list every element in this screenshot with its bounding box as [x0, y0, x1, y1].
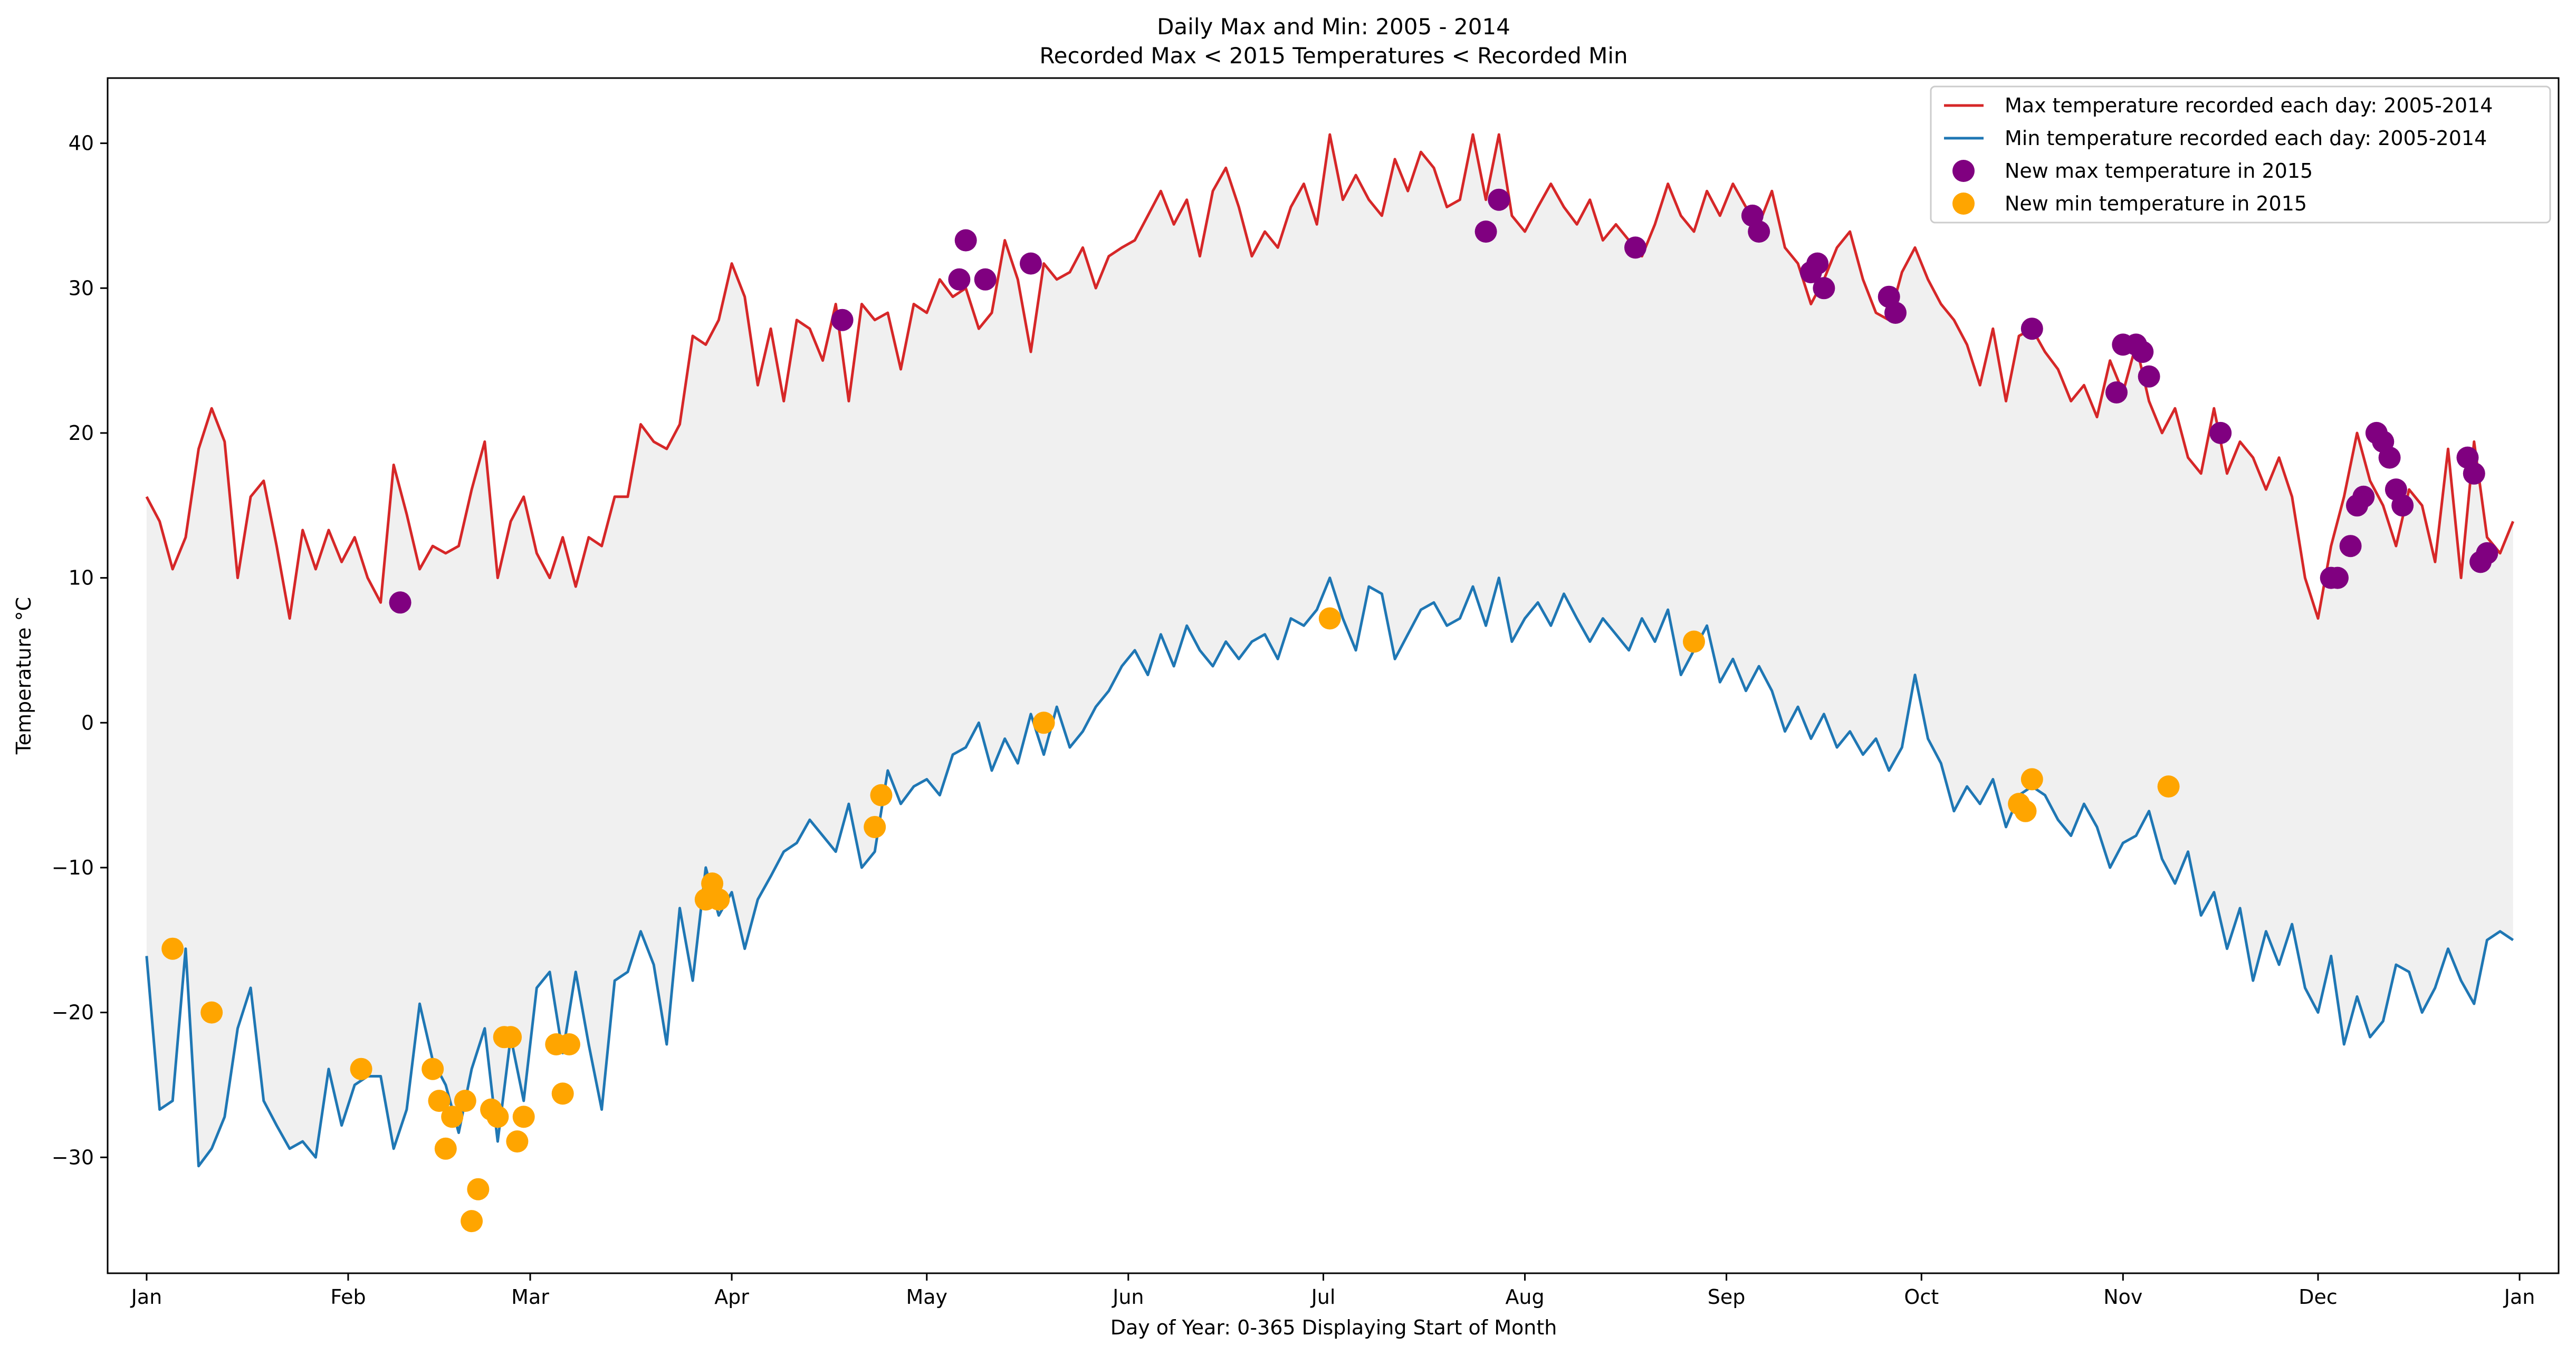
new-max-point [954, 229, 977, 252]
new-max-point [2209, 421, 2232, 444]
x-tick-label: Apr [714, 1285, 749, 1309]
x-tick-label: Feb [330, 1285, 366, 1309]
new-max-point [2020, 318, 2043, 340]
legend-label-min-line: Min temperature recorded each day: 2005-… [2005, 127, 2487, 150]
y-tick-label: 20 [69, 421, 94, 445]
x-tick-label: Dec [2299, 1285, 2338, 1309]
new-min-point [2020, 768, 2043, 791]
new-max-point [2131, 341, 2154, 363]
new-max-point [2352, 485, 2375, 508]
new-max-point [2105, 381, 2128, 403]
y-tick-label: 30 [69, 276, 94, 300]
new-max-point [2476, 542, 2498, 564]
y-axis-label: Temperature °C [12, 597, 35, 755]
x-tick-label: Mar [511, 1285, 549, 1309]
new-min-point [161, 937, 184, 960]
new-min-point [428, 1090, 451, 1112]
new-min-point [558, 1033, 580, 1055]
new-max-point [1624, 236, 1646, 259]
new-min-point [864, 816, 886, 838]
x-tick-label: Nov [2103, 1285, 2142, 1309]
chart-subtitle: Recorded Max < 2015 Temperatures < Recor… [1039, 43, 1627, 69]
legend-label-new-min: New min temperature in 2015 [2005, 192, 2307, 215]
y-tick-label: −20 [52, 1001, 94, 1024]
legend-swatch-new-min [1952, 193, 1975, 215]
y-tick-label: 0 [81, 711, 94, 734]
axes-frame [107, 77, 2560, 1274]
range-fill [146, 134, 2513, 1166]
new-max-point [1884, 302, 1907, 324]
legend-box [1930, 85, 2551, 224]
legend-swatch-new-max [1952, 160, 1975, 182]
x-tick-label: Jan [130, 1285, 162, 1309]
new-min-point [512, 1106, 535, 1128]
x-tick-label: Jan [2503, 1285, 2535, 1309]
x-tick-label: Oct [1904, 1285, 1939, 1309]
new-max-point [974, 268, 997, 291]
x-axis-label: Day of Year: 0-365 Displaying Start of M… [1110, 1316, 1557, 1339]
new-min-point [870, 784, 893, 806]
new-max-point [1020, 252, 1042, 275]
new-min-point [454, 1090, 476, 1112]
y-axis: −30 −20 −10 0 10 20 30 40 [52, 132, 108, 1169]
new-max-point [1474, 220, 1497, 243]
new-min-point [486, 1106, 509, 1128]
legend-label-max-line: Max temperature recorded each day: 2005-… [2005, 94, 2493, 117]
new-min-point [434, 1137, 457, 1160]
new-max-point [2138, 365, 2160, 388]
y-tick-label: −10 [52, 856, 94, 879]
new-max-point [2463, 462, 2485, 485]
new-min-point [1683, 630, 1705, 653]
new-max-point [2326, 566, 2349, 589]
new-min-point [350, 1058, 372, 1080]
legend: Max temperature recorded each day: 2005-… [1930, 85, 2551, 224]
y-tick-label: −30 [52, 1146, 94, 1169]
new-min-point [441, 1106, 464, 1128]
new-min-point [506, 1130, 529, 1153]
plot-area [145, 133, 2515, 1233]
new-max-point [389, 591, 411, 614]
new-min-point [500, 1026, 522, 1049]
chart-title: Daily Max and Min: 2005 - 2014 [1157, 14, 1510, 40]
new-max-point [1488, 188, 1510, 211]
x-tick-label: Jul [1310, 1285, 1336, 1309]
x-tick-label: Aug [1505, 1285, 1544, 1309]
legend-label-new-max: New max temperature in 2015 [2005, 159, 2313, 182]
new-max-point [2339, 535, 2362, 558]
new-min-point [551, 1082, 574, 1105]
new-min-point [2157, 775, 2180, 798]
new-min-point [200, 1001, 223, 1024]
new-max-point [1806, 252, 1829, 275]
y-tick-label: 10 [69, 566, 94, 590]
x-axis: Jan Feb Mar Apr May Jun Jul Aug Sep Oct Nov Dec Jan [130, 1273, 2535, 1309]
new-max-point [1813, 277, 1835, 300]
new-min-point [707, 888, 730, 911]
new-min-point [1318, 607, 1341, 630]
new-max-point [2391, 494, 2414, 517]
x-tick-label: Sep [1708, 1285, 1746, 1309]
new-min-point [461, 1210, 483, 1233]
x-tick-label: May [906, 1285, 947, 1309]
new-min-point [422, 1058, 444, 1080]
new-max-point [1748, 220, 1770, 243]
new-max-point [948, 268, 971, 291]
new-max-point [831, 309, 854, 331]
new-min-point [1032, 712, 1055, 734]
new-max-point [2378, 446, 2401, 469]
x-tick-label: Jun [1112, 1285, 1144, 1309]
new-min-point [467, 1178, 490, 1200]
new-min-point [2014, 800, 2037, 822]
y-tick-label: 40 [69, 132, 94, 155]
min-temperature-line [145, 576, 2514, 1168]
